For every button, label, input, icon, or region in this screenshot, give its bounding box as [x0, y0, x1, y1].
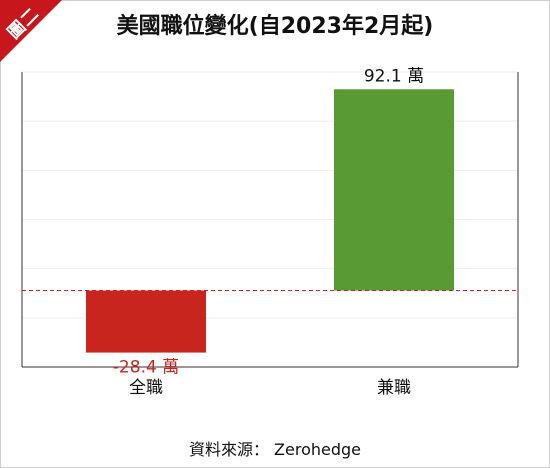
data-label-1: -28.4 萬: [113, 358, 179, 378]
figure-badge-background: [0, 0, 62, 62]
chart-title: 美國職位變化(自2023年2月起): [116, 14, 434, 39]
x-tick-label-1: 全職: [129, 378, 163, 398]
x-tick-label-2: 兼職: [377, 378, 411, 398]
bar-2: [334, 89, 454, 291]
bar-1: [86, 290, 206, 353]
source-note: 資料來源： Zerohedge: [188, 440, 362, 459]
data-label-2: 92.1 萬: [364, 66, 424, 86]
